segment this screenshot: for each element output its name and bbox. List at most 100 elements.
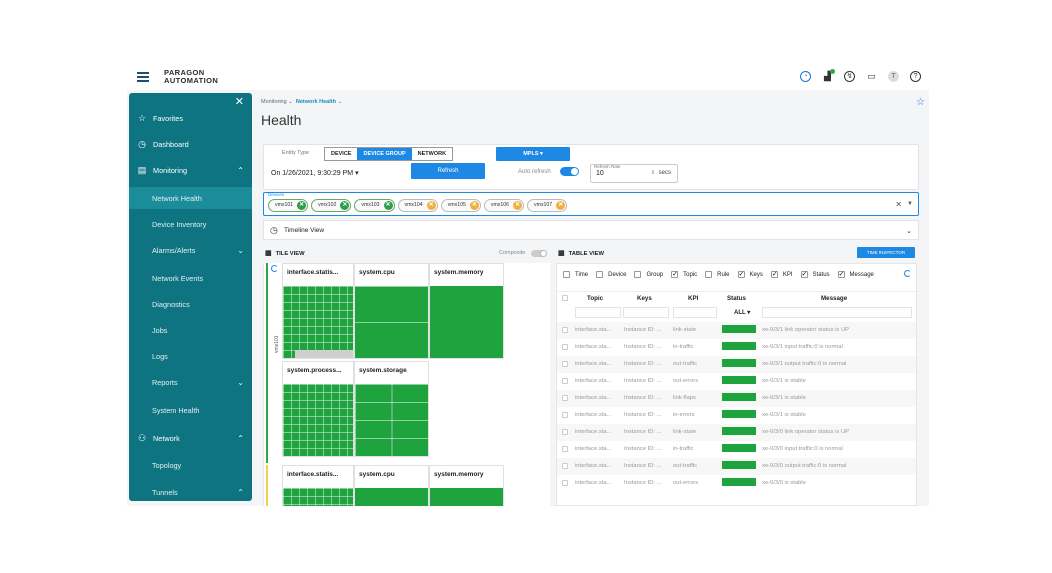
row-checkbox[interactable] xyxy=(562,327,568,333)
toggle-device[interactable]: Device xyxy=(596,271,626,278)
remove-chip-icon[interactable]: ✕ xyxy=(426,201,436,210)
table-row[interactable]: interface.sta... Instance ID: ... out-traf… xyxy=(557,458,916,475)
caret-down-icon[interactable]: ▼ xyxy=(907,201,913,207)
table-row[interactable]: interface.sta... Instance ID: ... in-traff… xyxy=(557,339,916,356)
auto-refresh-toggle[interactable] xyxy=(560,167,579,176)
tile-heatmap[interactable] xyxy=(283,384,353,456)
tile-heatmap[interactable] xyxy=(355,488,428,506)
checkbox[interactable] xyxy=(800,270,808,278)
network-status-icon[interactable]: ▟ xyxy=(822,69,835,82)
sidebar-item-network-events[interactable]: Network Events xyxy=(129,267,252,289)
table-row[interactable]: interface.sta... Instance ID: ... link-sta… xyxy=(557,424,916,441)
toggle-topic[interactable]: Topic xyxy=(671,270,697,278)
favorite-star-icon[interactable]: ☆ xyxy=(916,97,925,108)
remove-chip-icon[interactable]: ✕ xyxy=(340,201,350,210)
checkbox[interactable] xyxy=(837,270,845,278)
toggle-time[interactable]: Time xyxy=(563,271,588,278)
col-message[interactable]: Message xyxy=(821,295,848,302)
breadcrumb-current[interactable]: Network Health xyxy=(295,99,336,105)
tile-system-memory[interactable]: system.memory xyxy=(429,263,504,359)
sidebar-item-tunnels[interactable]: Tunnels ⌃ xyxy=(129,481,252,501)
chevron-down-icon[interactable]: ⌄ xyxy=(237,377,244,387)
checkbox[interactable] xyxy=(596,271,604,278)
device-chip[interactable]: vmx106 ✕ xyxy=(483,199,525,212)
sidebar-item-monitoring[interactable]: ▤ Monitoring ⌃ xyxy=(129,159,252,181)
row-checkbox[interactable] xyxy=(562,480,568,486)
toggle-status[interactable]: Status xyxy=(800,270,830,278)
toggle-keys[interactable]: Keys xyxy=(737,270,763,278)
date-selector[interactable]: On 1/26/2021, 9:30:29 PM ▾ xyxy=(271,169,359,177)
table-row[interactable]: interface.sta... Instance ID: ... out-traf… xyxy=(557,356,916,373)
remove-chip-icon[interactable]: ✕ xyxy=(297,201,307,210)
sidebar-item-favorites[interactable]: ☆ Favorites xyxy=(129,107,252,129)
chat-icon[interactable]: ▭ xyxy=(867,71,876,81)
remove-chip-icon[interactable]: ✕ xyxy=(383,201,393,210)
table-row[interactable]: interface.sta... Instance ID: ... in-error… xyxy=(557,407,916,424)
tile-heatmap[interactable] xyxy=(430,286,503,358)
sidebar-item-reports[interactable]: Reports ⌄ xyxy=(129,371,252,393)
sidebar-item-system-health[interactable]: System Health xyxy=(129,399,252,421)
tile-heatmap[interactable] xyxy=(430,488,503,506)
clock-icon[interactable]: ◔ xyxy=(800,71,811,82)
sidebar-item-alarms-alerts[interactable]: Alarms/Alerts ⌄ xyxy=(129,239,252,261)
clear-icon[interactable]: ✕ xyxy=(895,200,902,209)
sidebar-item-device-inventory[interactable]: Device Inventory xyxy=(129,213,252,235)
device-chip[interactable]: vmx104 ✕ xyxy=(397,199,438,212)
device-chip[interactable]: vmx103 ✕ xyxy=(354,199,395,212)
checkbox[interactable] xyxy=(671,270,679,278)
chevron-down-icon[interactable]: ⌄ xyxy=(906,228,912,235)
row-checkbox[interactable] xyxy=(562,344,568,350)
toggle-group[interactable]: Group xyxy=(634,271,663,278)
breadcrumb-parent[interactable]: Monitoring xyxy=(261,99,287,105)
checkbox[interactable] xyxy=(634,271,642,278)
toggle-rule[interactable]: Rule xyxy=(705,271,730,278)
remove-chip-icon[interactable]: ✕ xyxy=(556,201,566,210)
timeline-view-bar[interactable]: ◷ Timeline View ⌄ xyxy=(263,220,919,240)
table-row[interactable]: interface.sta... Instance ID: ... link-fla… xyxy=(557,390,916,407)
help-icon[interactable]: ? xyxy=(910,71,921,82)
col-kpi[interactable]: KPI xyxy=(688,295,699,302)
tile-system-storage[interactable]: system.storage xyxy=(354,361,429,457)
device-chip[interactable]: vmx101 ✕ xyxy=(268,199,309,212)
refresh-button[interactable]: Refresh xyxy=(411,163,485,179)
col-status[interactable]: Status xyxy=(727,295,746,302)
device-chip[interactable]: vmx102 ✕ xyxy=(311,199,352,212)
chevron-up-icon[interactable]: ⌃ xyxy=(237,165,244,175)
tile-system-cpu[interactable]: system.cpu xyxy=(354,263,429,359)
time-inspector-button[interactable]: TIME INSPECTOR xyxy=(857,247,915,258)
keys-filter-input[interactable] xyxy=(623,307,669,318)
message-filter-input[interactable] xyxy=(762,307,912,318)
tile-heatmap[interactable] xyxy=(283,286,353,358)
timer-icon[interactable]: ↯ xyxy=(844,71,855,82)
row-checkbox[interactable] xyxy=(562,429,568,435)
device-chip[interactable]: vmx105 ✕ xyxy=(440,199,481,212)
status-filter-select[interactable]: ALL ▾ xyxy=(734,310,751,316)
device-chip[interactable]: vmx107 ✕ xyxy=(527,199,568,212)
spinner-arrows-icon[interactable]: ⇕ xyxy=(650,170,655,176)
composite-toggle[interactable] xyxy=(531,250,547,257)
table-row[interactable]: interface.sta... Instance ID: ... in-traff… xyxy=(557,441,916,458)
sidebar-item-topology[interactable]: Topology xyxy=(129,454,252,476)
col-keys[interactable]: Keys xyxy=(637,295,652,302)
remove-chip-icon[interactable]: ✕ xyxy=(469,201,479,210)
table-row[interactable]: interface.sta... Instance ID: ... link-sta… xyxy=(557,322,916,339)
refresh-rate-field[interactable]: Refresh Rate 10 ⇕ secs xyxy=(590,164,678,183)
table-row[interactable]: interface.sta... Instance ID: ... out-erro… xyxy=(557,373,916,390)
col-topic[interactable]: Topic xyxy=(587,295,604,302)
tile-system-memory[interactable]: system.memory xyxy=(429,465,504,506)
sidebar-item-diagnostics[interactable]: Diagnostics xyxy=(129,293,252,315)
tile-heatmap[interactable] xyxy=(283,488,353,506)
tile-system-cpu[interactable]: system.cpu xyxy=(354,465,429,506)
chevron-up-icon[interactable]: ⌃ xyxy=(237,487,244,497)
checkbox[interactable] xyxy=(705,271,713,278)
row-checkbox[interactable] xyxy=(562,395,568,401)
tile-system-processes[interactable]: system.process... xyxy=(282,361,354,457)
table-row[interactable]: interface.sta... Instance ID: ... out-erro… xyxy=(557,475,916,492)
topic-filter-input[interactable] xyxy=(575,307,621,318)
chevron-down-icon[interactable]: ⌄ xyxy=(237,245,244,255)
avatar[interactable]: T xyxy=(888,71,899,82)
chevron-up-icon[interactable]: ⌃ xyxy=(237,433,244,443)
close-icon[interactable]: ✕ xyxy=(234,96,244,108)
sidebar-item-logs[interactable]: Logs xyxy=(129,345,252,367)
row-checkbox[interactable] xyxy=(562,463,568,469)
